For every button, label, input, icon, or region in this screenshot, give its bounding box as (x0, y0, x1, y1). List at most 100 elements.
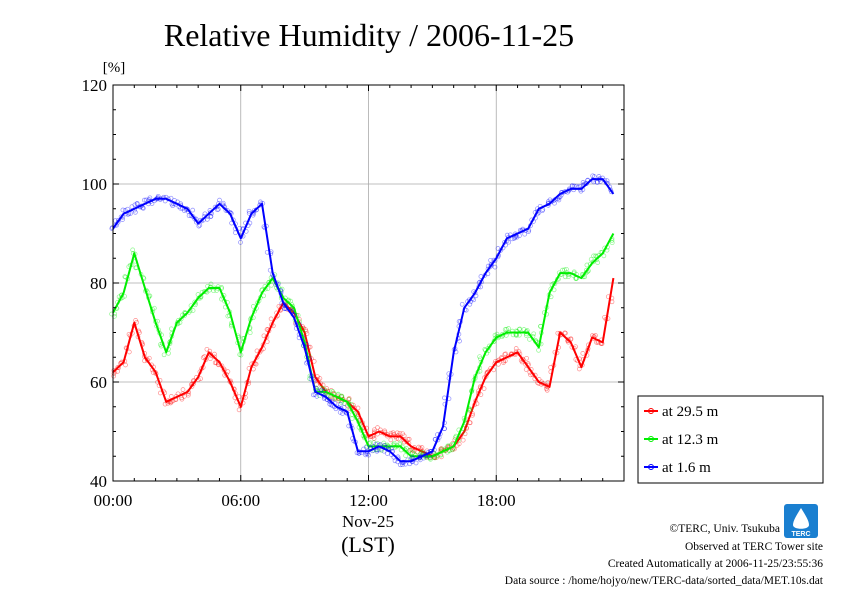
series-point (372, 427, 377, 433)
legend-label: at 12.3 m (662, 432, 719, 448)
series-point (527, 337, 532, 342)
series-point (134, 201, 140, 207)
series-point (208, 214, 214, 219)
series-point (330, 396, 336, 401)
series-point (261, 333, 267, 339)
series-point (337, 410, 343, 415)
series-point (314, 376, 320, 382)
series-point (489, 262, 494, 268)
series-point (517, 326, 523, 332)
x-date-label: Nov-25 (342, 512, 394, 531)
series-point (140, 205, 146, 211)
series-point (477, 354, 482, 360)
series-3 (109, 173, 615, 468)
series-point (346, 396, 352, 401)
series-point (363, 444, 369, 450)
series-point (531, 331, 537, 337)
series-point (608, 187, 613, 193)
series-point (112, 314, 117, 319)
series-point (404, 446, 409, 451)
series-point (439, 446, 444, 451)
series-point (253, 361, 259, 367)
series-point (192, 216, 198, 222)
series-point (109, 311, 114, 317)
series-point (175, 320, 180, 325)
series-point (207, 356, 213, 362)
series-point (238, 240, 243, 245)
series-point (190, 214, 196, 219)
series-point (202, 211, 208, 217)
series-point (324, 386, 330, 391)
series-point (178, 316, 184, 322)
series-point (495, 246, 501, 251)
credit-line-4: Data source : /home/hojyo/new/TERC-data/… (505, 575, 824, 587)
series-group (109, 173, 615, 468)
series-point (317, 376, 323, 381)
series-point (562, 274, 568, 280)
series-point (338, 400, 344, 405)
y-unit-label: [%] (103, 60, 126, 76)
series-point (213, 360, 219, 366)
y-tick-label: 60 (90, 373, 107, 392)
series-point (406, 436, 412, 442)
x-tick-label: 12:00 (349, 491, 388, 510)
series-point (514, 234, 520, 240)
series-line (112, 277, 615, 458)
series-point (318, 387, 324, 393)
series-point (166, 350, 171, 356)
series-point (562, 267, 567, 273)
series-point (576, 366, 582, 372)
series-point (214, 207, 220, 213)
series-point (390, 430, 396, 436)
series-point (411, 448, 417, 454)
series-point (549, 199, 554, 205)
series-point (141, 197, 147, 203)
series-point (460, 437, 466, 443)
series-point (191, 381, 197, 386)
series-point (179, 396, 185, 402)
series-point (382, 428, 388, 434)
series-point (161, 352, 167, 358)
series-point (290, 304, 296, 309)
logo-drop-icon (793, 508, 809, 529)
series-point (133, 209, 138, 215)
series-point (182, 313, 187, 318)
series-point (413, 460, 419, 466)
series-point (215, 206, 221, 212)
series-point (115, 365, 121, 370)
series-point (397, 430, 403, 436)
x-axis-label: (LST) (341, 532, 395, 557)
y-tick-label: 80 (90, 274, 107, 293)
series-point (374, 448, 380, 454)
series-point (503, 351, 508, 357)
series-point (566, 274, 571, 280)
series-point (225, 313, 231, 319)
y-tick-label: 40 (90, 472, 107, 491)
series-point (204, 217, 210, 222)
series-point (400, 462, 405, 468)
series-point (409, 455, 415, 460)
series-point (268, 316, 274, 322)
series-point (247, 330, 253, 336)
series-point (204, 346, 210, 352)
series-point (409, 450, 415, 456)
series-1 (111, 277, 615, 461)
series-point (604, 178, 610, 184)
series-point (580, 351, 586, 356)
series-point (328, 388, 334, 393)
series-point (373, 441, 379, 447)
series-point (288, 298, 293, 304)
series-point (400, 431, 405, 437)
series-point (181, 208, 187, 213)
series-point (434, 455, 440, 460)
legend-label: at 1.6 m (662, 460, 711, 476)
series-point (355, 405, 361, 411)
series-point (564, 266, 569, 272)
series-point (250, 210, 256, 215)
series-point (126, 349, 132, 355)
series-point (459, 301, 465, 307)
series-point (524, 355, 529, 361)
series-point (195, 292, 201, 297)
series-point (351, 405, 357, 411)
